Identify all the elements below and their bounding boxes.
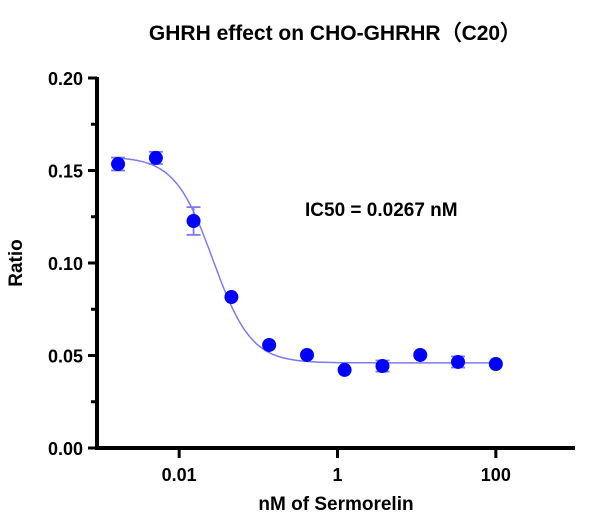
data-point xyxy=(111,157,126,172)
y-axis-label: Ratio xyxy=(6,239,27,287)
fit-curve xyxy=(117,157,496,364)
data-point xyxy=(375,359,390,374)
x-tick-label: 0.01 xyxy=(162,465,197,485)
data-point xyxy=(186,214,201,229)
x-axis-label: nM of Sermorelin xyxy=(258,494,413,515)
ic50-annotation: IC50 = 0.0267 nM xyxy=(305,200,458,221)
y-tick-label: 0.15 xyxy=(48,162,83,182)
chart-title: GHRH effect on CHO-GHRHR（C20） xyxy=(149,21,521,45)
data-point xyxy=(413,347,428,362)
y-tick-label: 0.20 xyxy=(48,69,83,89)
y-tick-label: 0.05 xyxy=(48,347,83,367)
data-point xyxy=(488,357,503,372)
data-point xyxy=(451,354,466,369)
data-point xyxy=(148,150,163,165)
y-tick-label: 0.10 xyxy=(48,254,83,274)
data-point xyxy=(337,362,352,377)
data-point xyxy=(224,290,239,305)
x-tick-label: 100 xyxy=(481,465,511,485)
data-point xyxy=(262,337,277,352)
x-tick-label: 1 xyxy=(332,465,342,485)
y-tick-label: 0.00 xyxy=(48,439,83,459)
data-point xyxy=(300,347,315,362)
